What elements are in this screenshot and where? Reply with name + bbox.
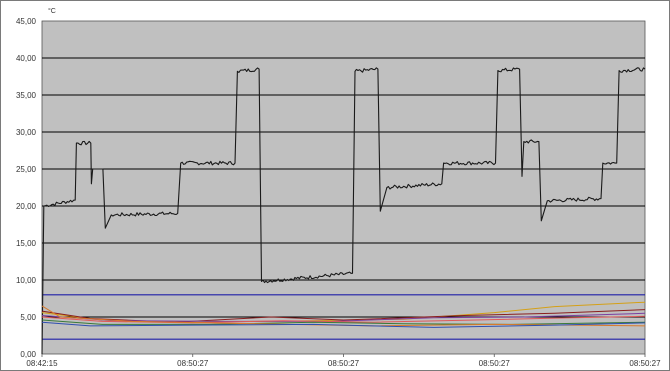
limit-lines <box>42 294 645 340</box>
y-tick-label: 10,00 <box>16 276 37 285</box>
x-tick-label: 08:50:27 <box>629 359 661 368</box>
plot-area <box>41 20 646 355</box>
y-tick-label: 30,00 <box>16 128 37 137</box>
x-tick-label: 08:50:27 <box>328 359 360 368</box>
y-tick-label: 0,00 <box>20 350 36 359</box>
y-tick-label: 40,00 <box>16 54 37 63</box>
x-tick-label: 08:50:27 <box>479 359 511 368</box>
x-tick-label: 08:50:27 <box>177 359 209 368</box>
y-tick-label: 15,00 <box>16 239 37 248</box>
gridlines <box>42 57 645 318</box>
y-axis-ticks: 0,00 5,00 10,00 15,00 20,00 25,00 30,00 35,00 40… <box>16 17 37 359</box>
series-line <box>41 309 646 323</box>
y-tick-label: 20,00 <box>16 202 37 211</box>
y-axis-unit-label: °C <box>48 7 56 15</box>
series-line <box>41 321 646 328</box>
series-line <box>41 315 646 324</box>
series-group <box>41 67 646 355</box>
y-tick-label: 5,00 <box>20 313 36 322</box>
y-tick-label: 45,00 <box>16 17 37 26</box>
y-tick-label: 25,00 <box>16 165 37 174</box>
x-tick-label: 08:42:15 <box>26 359 58 368</box>
series-line <box>41 67 646 355</box>
x-axis-ticks: 08:42:15 08:50:27 08:50:27 08:50:27 08:50:27 <box>26 354 661 368</box>
series-line <box>41 305 646 327</box>
y-tick-label: 35,00 <box>16 91 37 100</box>
